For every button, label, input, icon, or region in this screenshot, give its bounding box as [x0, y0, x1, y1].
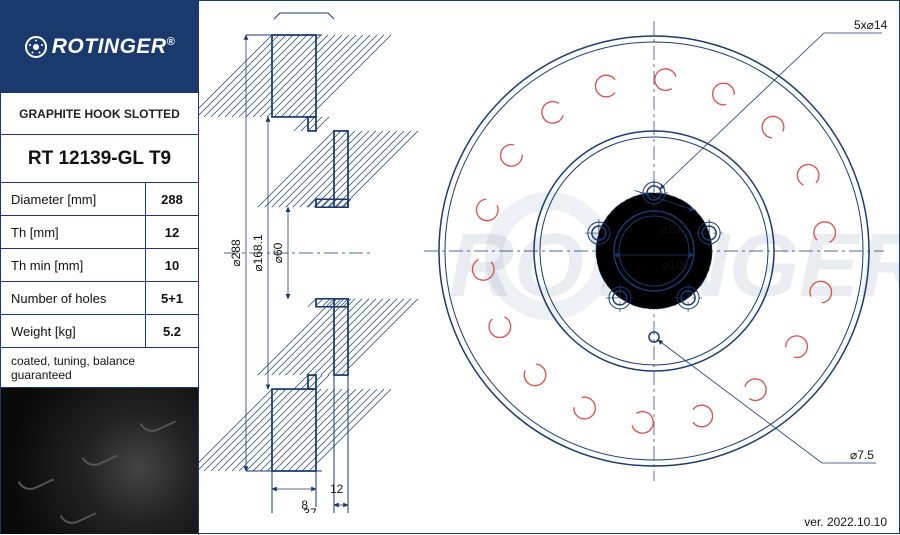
- svg-text:12: 12: [330, 482, 344, 496]
- spec-note: coated, tuning, balance guaranteed: [1, 348, 198, 388]
- svg-text:⌀7.5: ⌀7.5: [850, 448, 874, 462]
- spec-row: Number of holes5+1: [1, 282, 198, 315]
- svg-text:⌀151: ⌀151: [660, 222, 688, 236]
- version-label: ver. 2022.10.10: [804, 515, 887, 529]
- spec-key: Th min [mm]: [1, 249, 146, 281]
- part-number: RT 12139-GL T9: [1, 135, 198, 183]
- svg-text:5x⌀14: 5x⌀14: [854, 18, 888, 32]
- spec-val: 10: [146, 249, 198, 281]
- svg-text:⌀288: ⌀288: [229, 239, 243, 267]
- side-view: ⌀288⌀168.1⌀6012837: [199, 13, 418, 513]
- brand-text: ROTINGER: [52, 35, 167, 58]
- svg-text:⌀168.1: ⌀168.1: [251, 234, 265, 272]
- spec-row: Diameter [mm]288: [1, 183, 198, 216]
- product-photo: [1, 388, 198, 534]
- spec-row: Th min [mm]10: [1, 249, 198, 282]
- spec-key: Diameter [mm]: [1, 183, 146, 215]
- svg-text:37: 37: [303, 506, 317, 513]
- disc-icon: [24, 35, 48, 59]
- spec-key: Number of holes: [1, 282, 146, 314]
- spec-val: 288: [146, 183, 198, 215]
- spec-val: 5.2: [146, 315, 198, 347]
- technical-drawing: ROTINGER ⌀288⌀168.1⌀6012837 5x⌀14⌀151⌀10…: [199, 1, 899, 511]
- spec-val: 12: [146, 216, 198, 248]
- svg-text:⌀60: ⌀60: [271, 242, 285, 263]
- brand-logo: ROTINGER®: [1, 1, 198, 93]
- spec-key: Weight [kg]: [1, 315, 146, 347]
- spec-key: Th [mm]: [1, 216, 146, 248]
- spec-val: 5+1: [146, 282, 198, 314]
- spec-panel: ROTINGER® GRAPHITE HOOK SLOTTED RT 12139…: [1, 1, 199, 535]
- spec-row: Th [mm]12: [1, 216, 198, 249]
- product-subtitle: GRAPHITE HOOK SLOTTED: [1, 93, 198, 135]
- spec-table: Diameter [mm]288Th [mm]12Th min [mm]10Nu…: [1, 183, 198, 348]
- svg-text:⌀105: ⌀105: [662, 258, 690, 272]
- spec-row: Weight [kg]5.2: [1, 315, 198, 348]
